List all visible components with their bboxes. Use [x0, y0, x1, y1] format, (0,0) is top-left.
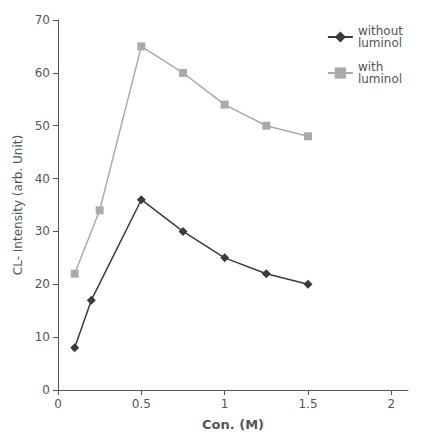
svg-text:2: 2 — [388, 397, 396, 411]
svg-text:luminol: luminol — [358, 36, 402, 50]
svg-text:0: 0 — [42, 383, 50, 397]
svg-text:40: 40 — [35, 172, 50, 186]
svg-text:10: 10 — [35, 330, 50, 344]
svg-text:20: 20 — [35, 277, 50, 291]
svg-text:60: 60 — [35, 66, 50, 80]
svg-text:CL- Intensity (arb. Unit): CL- Intensity (arb. Unit) — [11, 135, 25, 275]
svg-text:30: 30 — [35, 224, 50, 238]
svg-text:0.5: 0.5 — [132, 397, 151, 411]
svg-text:luminol: luminol — [358, 72, 402, 86]
svg-text:70: 70 — [35, 13, 50, 27]
svg-text:without: without — [357, 24, 403, 38]
svg-text:50: 50 — [35, 119, 50, 133]
svg-text:1: 1 — [221, 397, 229, 411]
svg-text:Con. (M): Con. (M) — [202, 417, 264, 432]
svg-text:0: 0 — [54, 397, 62, 411]
svg-text:1.5: 1.5 — [298, 397, 317, 411]
svg-text:with: with — [357, 60, 384, 74]
